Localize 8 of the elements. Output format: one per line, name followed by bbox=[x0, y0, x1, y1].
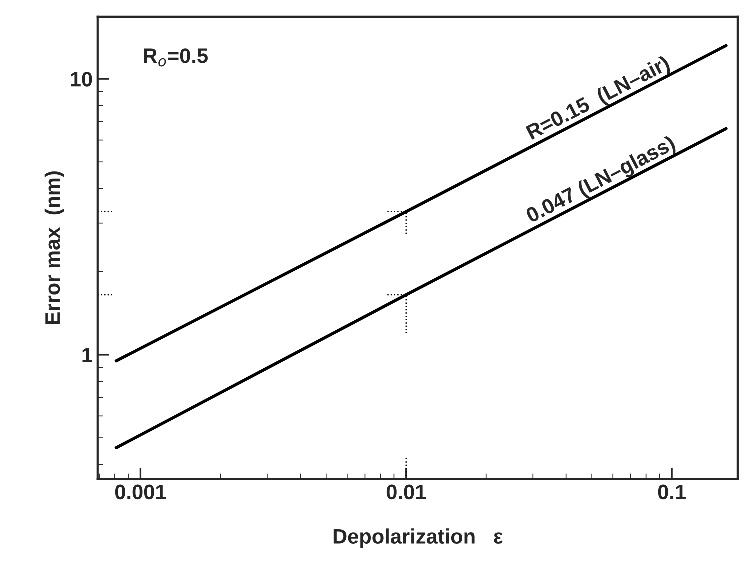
y-axis-title: Error max (nm) bbox=[44, 172, 64, 324]
annotation: R$_{o}$=0.5 bbox=[144, 48, 208, 67]
x-axis-title: Depolarization ε bbox=[334, 528, 503, 548]
x-tick-label: 0.01 bbox=[386, 484, 426, 500]
y-tick-label: 10 bbox=[71, 72, 92, 87]
x-tick-label: 0.1 bbox=[658, 484, 686, 500]
x-tick-label: 0.001 bbox=[115, 484, 166, 500]
y-tick-label: 1 bbox=[82, 348, 92, 363]
